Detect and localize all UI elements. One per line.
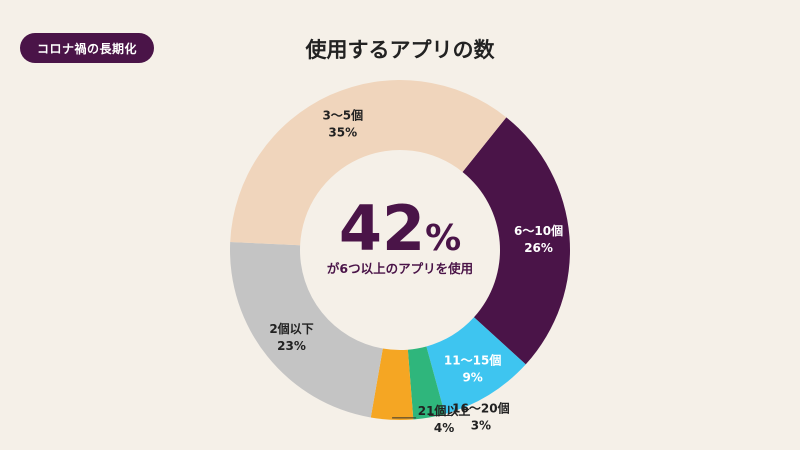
donut-slice <box>462 117 570 365</box>
donut-slices <box>229 79 570 421</box>
slice-label: 6〜10個 <box>514 223 563 238</box>
topic-badge: コロナ禍の長期化 <box>20 33 154 63</box>
slice-value-label: 23% <box>277 339 306 353</box>
slice-value-label: 9% <box>462 371 482 385</box>
slice-label: 21個以上 <box>418 403 471 418</box>
chart-title: 使用するアプリの数 <box>305 38 495 62</box>
slice-value-label: 26% <box>524 241 553 255</box>
slice-value-label: 35% <box>328 125 357 139</box>
center-percentage: 42% <box>339 192 461 265</box>
donut-slice <box>229 241 383 418</box>
slice-value-label: 3% <box>471 418 491 432</box>
slice-label: 3〜5個 <box>322 107 363 122</box>
leader-lines <box>392 414 453 419</box>
slice-label: 2個以下 <box>269 321 313 336</box>
donut-slice <box>407 346 445 420</box>
slice-value-label: 4% <box>434 421 454 435</box>
center-unit: % <box>425 218 461 259</box>
donut-slice <box>370 348 414 421</box>
slice-label: 16〜20個 <box>452 400 509 415</box>
donut-slice <box>230 79 507 246</box>
center-value: 42 <box>339 192 425 265</box>
slice-labels: 6〜10個 26% 11〜15個 9% 16〜20個 3%21個以上 4% 2個以下 23% 3〜… <box>269 107 563 434</box>
center-caption: が6つ以上のアプリを使用 <box>327 261 473 276</box>
slice-label: 11〜15個 <box>444 353 501 368</box>
donut-slice <box>426 317 526 414</box>
